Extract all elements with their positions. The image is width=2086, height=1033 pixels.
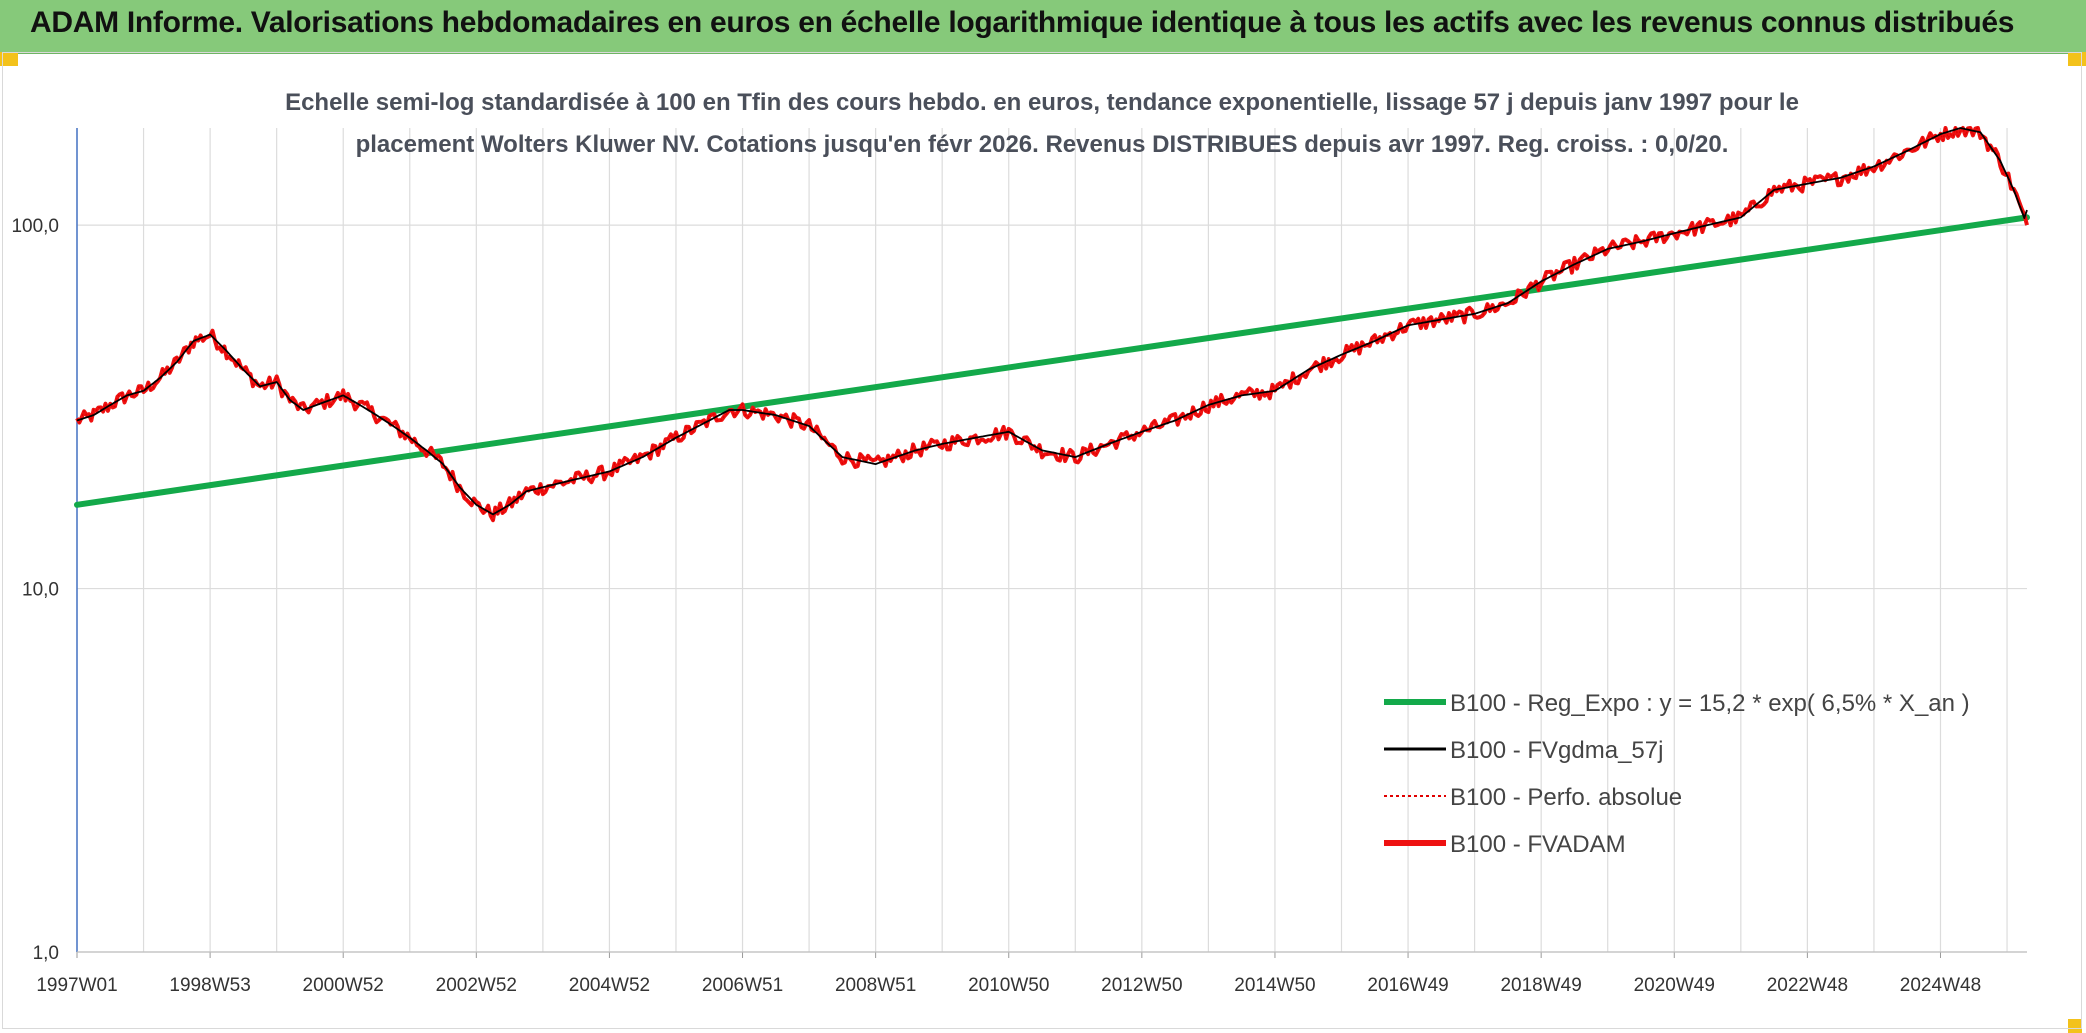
chart-subtitle-line-1: Echelle semi-log standardisée à 100 en T… xyxy=(285,89,1799,116)
y-tick-label-1: 10,0 xyxy=(22,580,59,601)
legend-label-2: B100 - Perfo. absolue xyxy=(1450,784,1682,811)
x-tick-label-7: 2010W50 xyxy=(968,975,1049,996)
chart-subtitle-line-2: placement Wolters Kluwer NV. Cotations j… xyxy=(356,131,1729,158)
series-reg-expo-line xyxy=(74,214,2030,508)
legend-label-3: B100 - FVADAM xyxy=(1450,831,1626,858)
x-tick-label-2: 2000W52 xyxy=(303,975,384,996)
x-tick-label-3: 2002W52 xyxy=(436,975,517,996)
x-tick-labels: 1997W01 1998W53 2000W52 2002W52 2004W52 2006W… xyxy=(36,975,1981,996)
x-tick-label-12: 2020W49 xyxy=(1634,975,1715,996)
x-tick-label-4: 2004W52 xyxy=(569,975,650,996)
corner-mark-left xyxy=(0,52,18,66)
x-tick-label-9: 2014W50 xyxy=(1234,975,1315,996)
chart-legend: B100 - Reg_Expo : y = 15,2 * exp( 6,5% *… xyxy=(1384,690,1970,858)
x-tick-label-0: 1997W01 xyxy=(36,975,117,996)
x-tick-label-10: 2016W49 xyxy=(1367,975,1448,996)
x-tick-label-14: 2024W48 xyxy=(1900,975,1981,996)
gridlines xyxy=(76,128,2027,958)
series-fvgdma-line xyxy=(76,127,2028,516)
page-title: ADAM Informe. Valorisations hebdomadaire… xyxy=(30,6,2015,39)
corner-mark-bottom-right xyxy=(2068,1019,2082,1033)
legend-label-0: B100 - Reg_Expo : y = 15,2 * exp( 6,5% *… xyxy=(1450,690,1970,717)
x-tick-label-5: 2006W51 xyxy=(702,975,783,996)
x-tick-label-13: 2022W48 xyxy=(1767,975,1848,996)
y-tick-labels: 1,0 10,0 100,0 xyxy=(11,216,59,964)
chart-frame xyxy=(2,52,2082,1029)
x-tick-label-6: 2008W51 xyxy=(835,975,916,996)
legend-label-1: B100 - FVgdma_57j xyxy=(1450,737,1663,764)
y-tick-label-2: 100,0 xyxy=(11,216,59,237)
x-tick-label-11: 2018W49 xyxy=(1500,975,1581,996)
x-tick-label-8: 2012W50 xyxy=(1101,975,1182,996)
header-bar: ADAM Informe. Valorisations hebdomadaire… xyxy=(0,0,2086,54)
x-tick-label-1: 1998W53 xyxy=(169,975,250,996)
series-layer xyxy=(74,125,2030,523)
y-tick-label-0: 1,0 xyxy=(33,943,59,964)
